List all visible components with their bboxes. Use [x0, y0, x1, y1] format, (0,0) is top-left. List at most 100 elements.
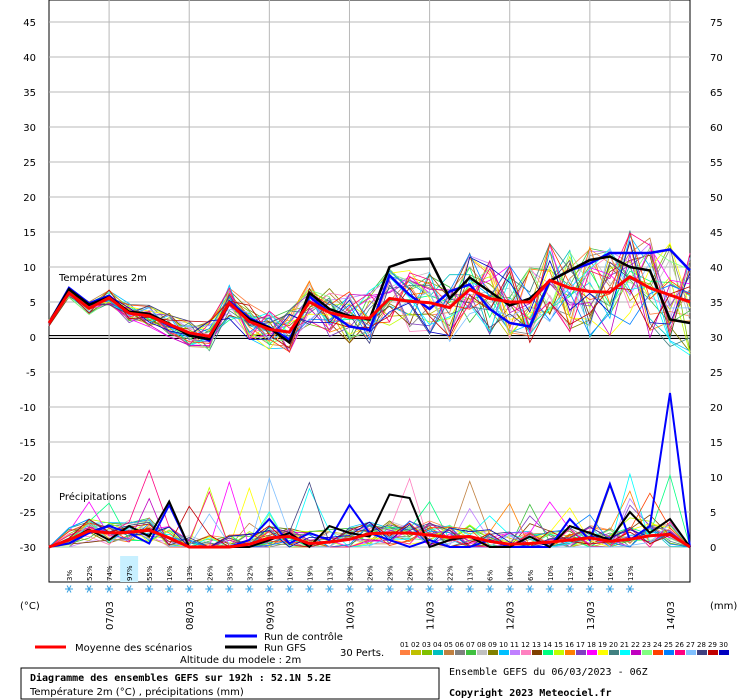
pert-number: 15 [554, 641, 563, 649]
right-tick-label: 0 [710, 543, 716, 554]
pert-number: 19 [598, 641, 607, 649]
legend-gfs-label: Run GFS [264, 643, 306, 654]
pert-swatch [532, 650, 542, 655]
legend-perts-label: 30 Perts. [340, 648, 384, 659]
pert-number: 20 [609, 641, 618, 649]
snowflake-icon [345, 585, 354, 593]
precip-probability-row: 3% 52% 74% 97% 55% 16% 13% 26% 35% 32% 19% 16% 19% 13… [65, 556, 635, 593]
pert-number: 29 [708, 641, 717, 649]
pert-number: 26 [675, 641, 684, 649]
pert-swatch [510, 650, 520, 655]
precip-prob-label: 3% [66, 570, 74, 581]
pert-swatch [598, 650, 608, 655]
pert-swatch [433, 650, 443, 655]
snowflake-icon [225, 585, 234, 593]
pert-number: 01 [400, 641, 409, 649]
left-tick-label: 0 [30, 333, 36, 344]
snowflake-icon [365, 585, 374, 593]
pert-swatch [565, 650, 575, 655]
footer-title: Diagramme des ensembles GEFS sur 192h : … [30, 672, 331, 684]
x-axis-label: 14/03 [666, 601, 677, 630]
ensemble-member-27-precip [48, 476, 691, 548]
pert-number: 12 [521, 641, 530, 649]
snowflake-icon [65, 585, 74, 593]
snowflake-icon [525, 585, 534, 593]
precip-prob-label: 19% [306, 565, 314, 581]
right-tick-label: 55 [710, 158, 723, 169]
series-gfs-precip [48, 493, 691, 549]
snowflake-icon [145, 585, 154, 593]
right-tick-label: 25 [710, 368, 723, 379]
ensemble-member-30-temp [48, 239, 691, 341]
pert-swatch [444, 650, 454, 655]
pert-number: 23 [642, 641, 651, 649]
series-mean-precip [48, 528, 691, 549]
precip-prob-label: 74% [106, 565, 114, 581]
precip-prob-label: 6% [487, 570, 495, 581]
snowflake-icon [305, 585, 314, 593]
ensemble-member-27-temp [48, 246, 691, 343]
pert-swatch [708, 650, 718, 655]
snowflake-icon [285, 585, 294, 593]
left-tick-label: 10 [23, 263, 36, 274]
right-tick-label: 30 [710, 333, 723, 344]
pert-swatch [697, 650, 707, 655]
ensemble-member-25-temp [48, 252, 691, 341]
x-axis-label: 10/03 [345, 601, 356, 630]
pert-swatch [631, 650, 641, 655]
x-axis-label: 07/03 [105, 601, 116, 630]
precip-prob-label: 16% [166, 565, 174, 581]
right-tick-label: 10 [710, 473, 723, 484]
snowflake-icon [605, 585, 614, 593]
left-axis-unit: (°C) [20, 601, 40, 612]
snowflake-icon [165, 585, 174, 593]
ensemble-member-26-precip [48, 469, 691, 548]
temperature-section-label: Températures 2m [58, 272, 147, 284]
snowflake-icon [625, 585, 634, 593]
precip-prob-label: 10% [547, 565, 555, 581]
ensemble-member-18-temp [48, 242, 691, 346]
pert-number: 24 [653, 641, 662, 649]
pert-swatch [400, 650, 410, 655]
pert-number: 28 [697, 641, 706, 649]
snowflake-icon [185, 585, 194, 593]
precip-prob-label: 23% [427, 565, 435, 581]
snowflake-icon [405, 585, 414, 593]
x-axis-label: 13/03 [586, 601, 597, 630]
footer-box [20, 667, 440, 700]
pert-number: 07 [466, 641, 475, 649]
right-tick-label: 20 [710, 403, 723, 414]
precip-prob-label: 29% [346, 565, 354, 581]
snowflake-icon [545, 585, 554, 593]
right-tick-label: 75 [710, 18, 723, 29]
legend-mean-label: Moyenne des scénarios [75, 642, 192, 654]
pert-swatch [664, 650, 674, 655]
pert-swatch [620, 650, 630, 655]
left-tick-label: -20 [20, 473, 36, 484]
precip-prob-label: 22% [447, 565, 455, 581]
ensemble-member-28-temp [48, 259, 691, 345]
series-mean-temp [47, 275, 691, 338]
snowflake-icon [85, 585, 94, 593]
pert-swatch [499, 650, 509, 655]
precip-prob-label: 13% [627, 565, 635, 581]
pert-swatch [719, 650, 729, 655]
pert-number: 02 [411, 641, 420, 649]
pert-swatch [411, 650, 421, 655]
left-tick-label: -10 [20, 403, 36, 414]
x-axis-label: 09/03 [265, 601, 276, 630]
x-axis-label: 08/03 [185, 601, 196, 630]
precip-prob-label: 13% [326, 565, 334, 581]
pert-number: 25 [664, 641, 673, 649]
pert-swatch [466, 650, 476, 655]
x-axis-labels: 07/03 08/03 09/03 10/03 11/03 12/03 13/03 14/03 [105, 601, 677, 630]
right-tick-label: 70 [710, 53, 723, 64]
snowflake-icon [505, 585, 514, 593]
x-axis-label: 11/03 [426, 601, 437, 630]
left-tick-label: -30 [20, 543, 36, 554]
pert-number: 06 [455, 641, 464, 649]
precip-prob-label: 35% [226, 565, 234, 581]
pert-number: 14 [543, 641, 552, 649]
left-tick-label: 25 [23, 158, 36, 169]
left-tick-label: 15 [23, 228, 36, 239]
